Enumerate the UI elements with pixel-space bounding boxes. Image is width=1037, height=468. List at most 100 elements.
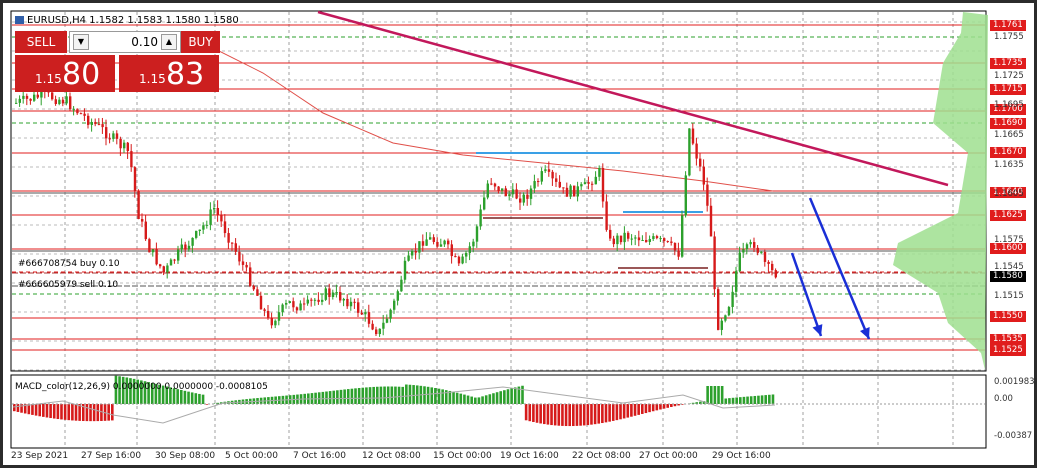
lot-size-value[interactable]: 0.10 bbox=[131, 35, 158, 49]
candle-body bbox=[220, 214, 223, 222]
candle-body bbox=[673, 242, 677, 251]
candle-body bbox=[169, 259, 173, 266]
macd-bar bbox=[742, 396, 746, 404]
candle-body bbox=[241, 261, 245, 265]
candle-body bbox=[594, 176, 597, 185]
price-level-label: 1.1625 bbox=[990, 210, 1026, 221]
sell-button[interactable]: SELL bbox=[15, 31, 67, 53]
macd-bar bbox=[586, 404, 590, 426]
candle-body bbox=[414, 251, 417, 253]
price-tick: 1.1635 bbox=[994, 160, 1024, 170]
candle-body bbox=[580, 184, 583, 187]
candle-body bbox=[439, 244, 443, 247]
macd-bar bbox=[205, 404, 208, 405]
macd-bar bbox=[172, 388, 176, 404]
macd-bar bbox=[71, 404, 74, 421]
macd-bar bbox=[528, 404, 532, 422]
candle-body bbox=[213, 207, 216, 210]
macd-bar bbox=[546, 404, 550, 425]
date-tick: 27 Sep 16:00 bbox=[81, 451, 142, 461]
candle-body bbox=[105, 127, 108, 139]
macd-bar bbox=[724, 398, 728, 404]
macd-bar bbox=[753, 395, 757, 404]
macd-bar bbox=[706, 386, 709, 404]
price-level-label: 1.1580 bbox=[990, 271, 1026, 282]
macd-bar bbox=[147, 382, 150, 404]
macd-bar bbox=[553, 404, 557, 426]
sell-price-pips: 80 bbox=[62, 57, 101, 92]
macd-bar bbox=[455, 392, 459, 404]
candle-body bbox=[389, 309, 392, 319]
macd-bar bbox=[336, 390, 339, 404]
macd-bar bbox=[590, 404, 593, 425]
sell-order-label[interactable]: #666605979 sell 0.10 bbox=[18, 280, 119, 290]
candle-body bbox=[61, 99, 65, 104]
macd-bar bbox=[452, 391, 455, 404]
macd-bar bbox=[739, 397, 742, 404]
sell-quote[interactable]: 1.15 80 bbox=[15, 55, 115, 92]
candle-body bbox=[25, 95, 29, 99]
macd-bar bbox=[611, 404, 615, 421]
lot-increase-button[interactable]: ▲ bbox=[161, 34, 177, 50]
macd-bar bbox=[179, 389, 183, 404]
price-level-label: 1.1715 bbox=[990, 84, 1026, 95]
candle-body bbox=[173, 259, 176, 261]
macd-bar bbox=[608, 404, 611, 422]
macd-bar bbox=[680, 404, 684, 405]
lot-decrease-button[interactable]: ▼ bbox=[73, 34, 89, 50]
candle-body bbox=[508, 194, 511, 197]
macd-bar bbox=[517, 386, 521, 404]
candle-body bbox=[155, 249, 158, 265]
macd-bar bbox=[695, 402, 699, 404]
buy-quote[interactable]: 1.15 83 bbox=[119, 55, 219, 92]
candle-body bbox=[382, 322, 385, 329]
macd-bar bbox=[194, 393, 198, 404]
candle-body bbox=[738, 252, 741, 272]
candle-body bbox=[238, 251, 241, 262]
candle-body bbox=[472, 241, 475, 247]
macd-bar bbox=[52, 404, 56, 419]
candle-body bbox=[533, 181, 536, 189]
candle-body bbox=[763, 251, 767, 262]
macd-bar bbox=[176, 389, 179, 404]
macd-bar bbox=[470, 396, 473, 404]
macd-bar bbox=[394, 386, 397, 404]
macd-bar bbox=[325, 391, 328, 404]
buy-order-label[interactable]: #666708754 buy 0.10 bbox=[18, 259, 120, 269]
macd-bar bbox=[484, 395, 488, 404]
candle-body bbox=[727, 306, 731, 316]
macd-bar bbox=[764, 395, 768, 404]
candle-body bbox=[630, 238, 633, 240]
macd-bar bbox=[771, 394, 775, 404]
price-level-label: 1.1761 bbox=[990, 20, 1026, 31]
candle-body bbox=[342, 298, 345, 301]
macd-bar bbox=[495, 392, 499, 404]
candle-body bbox=[576, 186, 579, 197]
candle-body bbox=[231, 242, 234, 244]
candle-body bbox=[504, 188, 507, 197]
macd-bar bbox=[575, 404, 579, 426]
price-chart[interactable] bbox=[6, 6, 1037, 468]
macd-bar bbox=[662, 404, 666, 409]
candle-body bbox=[281, 304, 284, 313]
macd-bar bbox=[720, 386, 724, 404]
price-tick: 1.1515 bbox=[994, 291, 1024, 301]
candle-body bbox=[367, 312, 371, 324]
macd-bar bbox=[666, 404, 669, 408]
candle-body bbox=[562, 187, 565, 189]
candle-body bbox=[519, 198, 522, 203]
buy-button[interactable]: BUY bbox=[181, 31, 220, 53]
macd-bar bbox=[648, 404, 651, 413]
macd-bar bbox=[23, 404, 27, 414]
candle-body bbox=[443, 240, 446, 245]
candle-body bbox=[497, 186, 500, 191]
candle-body bbox=[612, 238, 615, 245]
macd-bar bbox=[13, 404, 16, 412]
macd-bar bbox=[604, 404, 608, 423]
macd-bar bbox=[644, 404, 648, 414]
candle-body bbox=[760, 251, 763, 253]
lot-size-field[interactable]: ▼ 0.10 ▲ bbox=[69, 31, 181, 53]
macd-bar bbox=[328, 391, 332, 404]
macd-bar bbox=[542, 404, 546, 425]
candle-body bbox=[429, 237, 432, 240]
